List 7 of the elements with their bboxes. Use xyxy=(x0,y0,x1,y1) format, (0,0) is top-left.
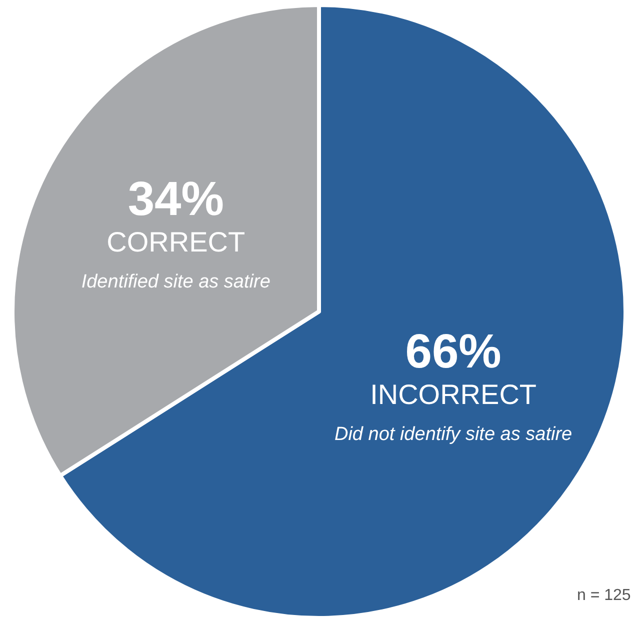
slice-label: INCORRECT xyxy=(370,378,537,410)
text: Did not identify site as satire xyxy=(334,424,572,446)
text: Identified site as satire xyxy=(81,272,270,293)
text: n = 125 xyxy=(577,587,631,604)
slice-label: CORRECT xyxy=(106,226,246,258)
data-label: 34% xyxy=(128,172,224,226)
data-label: 66% xyxy=(405,325,502,378)
